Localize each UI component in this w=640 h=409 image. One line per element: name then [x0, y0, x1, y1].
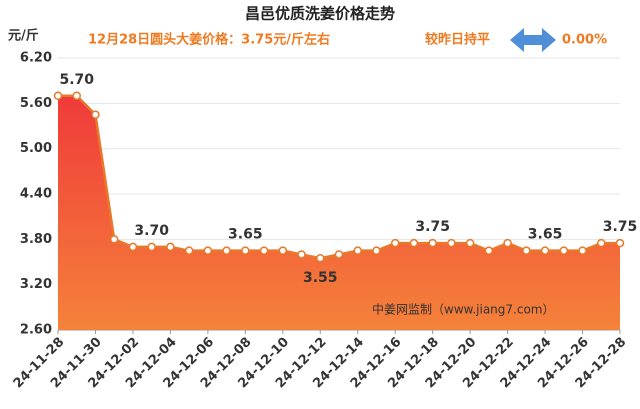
point: [390, 238, 400, 248]
y-tick-label: 4.40: [20, 187, 52, 202]
point: [578, 246, 587, 255]
point: [72, 91, 81, 101]
y-tick-label: 5.60: [20, 96, 52, 111]
value-label: 3.75: [415, 219, 450, 235]
point: [428, 238, 437, 248]
watermark: 中姜网监制（www.jiang7.com）: [372, 302, 554, 317]
subtitle: 12月28日圆头大姜价格：3.75元/斤左右: [88, 32, 330, 48]
y-tick-label: 2.60: [20, 323, 52, 338]
area: [58, 95, 620, 331]
plot: 2.603.203.804.405.005.606.2024-11-2824-1…: [11, 51, 638, 392]
value-label: 3.65: [528, 227, 563, 243]
point: [53, 91, 63, 101]
y-tick-label: 5.00: [20, 141, 52, 156]
value-label: 5.70: [59, 72, 94, 88]
point: [559, 246, 569, 255]
point: [297, 250, 306, 259]
point: [522, 246, 531, 255]
value-label: 3.55: [303, 270, 338, 286]
point: [91, 110, 100, 119]
y-axis-label: 元/斤: [8, 28, 39, 44]
point: [109, 235, 119, 244]
point: [503, 238, 512, 248]
value-label: 3.65: [228, 227, 263, 243]
point: [334, 250, 344, 259]
point: [540, 246, 550, 255]
y-tick-label: 3.20: [20, 277, 52, 292]
point: [259, 246, 269, 255]
y-tick-label: 6.20: [20, 51, 52, 66]
point: [128, 242, 138, 252]
y-tick-label: 3.80: [20, 232, 52, 247]
point: [203, 246, 213, 255]
arrow-icon: [510, 28, 556, 52]
point: [222, 246, 231, 255]
change-label: 较昨日持平: [425, 32, 490, 48]
point: [597, 238, 606, 248]
point: [184, 246, 194, 255]
point: [166, 242, 175, 252]
point: [147, 242, 156, 252]
point: [615, 238, 625, 248]
point: [447, 238, 456, 248]
point: [316, 253, 325, 263]
point: [465, 238, 475, 248]
point: [353, 246, 362, 255]
point: [278, 246, 288, 255]
point: [484, 246, 494, 255]
value-label: 3.70: [134, 223, 169, 239]
point: [372, 246, 381, 255]
value-label: 3.75: [603, 219, 638, 235]
point: [241, 246, 250, 255]
change-value: 0.00%: [562, 33, 607, 48]
point: [409, 238, 419, 248]
chart-title: 昌邑优质洗姜价格走势: [245, 5, 395, 23]
